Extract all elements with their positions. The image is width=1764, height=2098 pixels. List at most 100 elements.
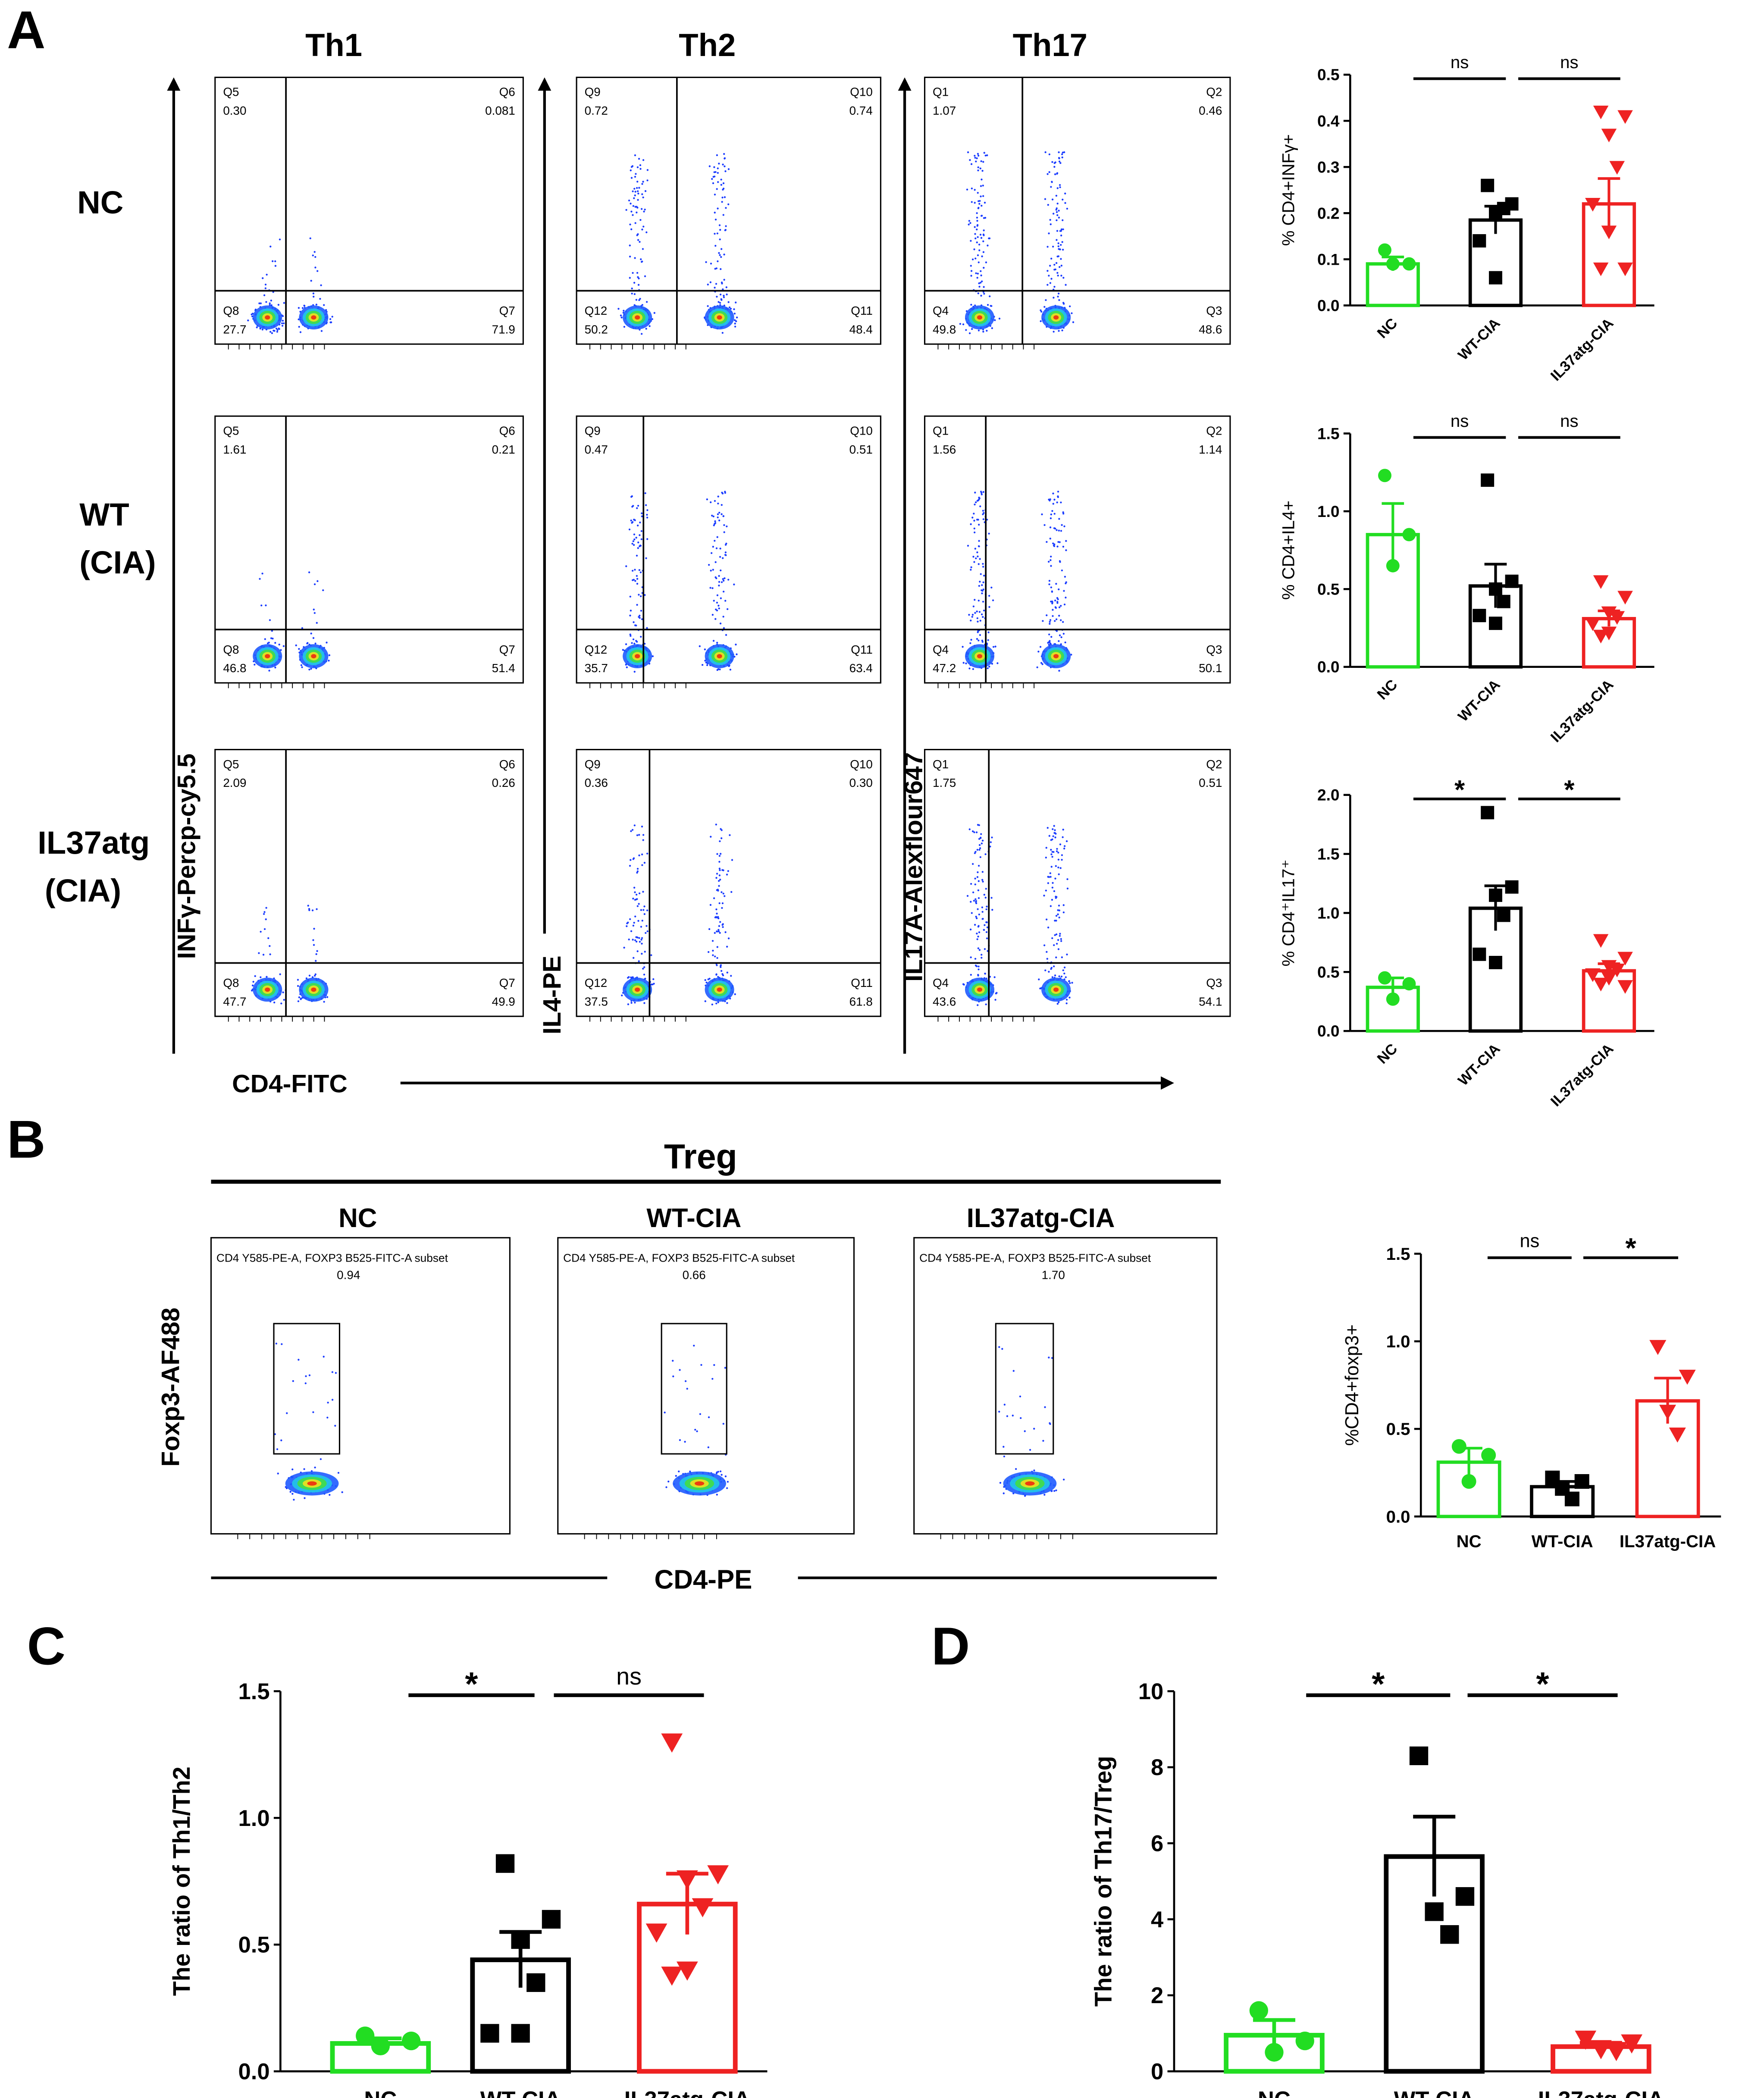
event-dot	[976, 849, 978, 851]
event-dot	[305, 977, 308, 980]
event-dot	[720, 178, 722, 181]
data-point	[1402, 977, 1416, 991]
y-axis-label: Foxp3-AF488	[157, 1308, 185, 1467]
event-dot	[632, 939, 634, 941]
event-dot	[970, 163, 973, 165]
quadrant-name: Q5	[223, 758, 239, 771]
event-dot	[1015, 1468, 1017, 1470]
event-dot	[337, 1472, 340, 1474]
data-point	[1601, 225, 1617, 239]
event-dot	[642, 891, 644, 893]
event-dot	[632, 214, 634, 216]
event-dot	[1062, 911, 1065, 914]
column-title: Th2	[679, 27, 736, 63]
event-dot	[982, 331, 984, 333]
event-dot	[1062, 513, 1065, 515]
event-dot	[969, 928, 972, 930]
event-dot	[1071, 982, 1073, 984]
event-dot	[1055, 194, 1058, 197]
event-dot	[636, 936, 639, 939]
event-dot	[1060, 636, 1062, 639]
density	[265, 315, 270, 320]
event-dot	[722, 616, 724, 618]
y-axis-label: % CD4⁺IL17⁺	[1278, 859, 1298, 966]
event-dot	[634, 206, 636, 208]
event-dot	[1048, 1356, 1050, 1359]
event-dot	[280, 649, 282, 651]
data-point	[1440, 1925, 1459, 1944]
event-dot	[1052, 609, 1054, 611]
event-dot	[313, 974, 316, 977]
event-dot	[1050, 565, 1052, 567]
event-dot	[640, 926, 642, 928]
event-dot	[267, 937, 269, 939]
y-tick-label: 0.0	[1386, 1507, 1410, 1526]
event-dot	[981, 589, 983, 592]
event-dot	[982, 195, 984, 197]
quadrant-name: Q8	[223, 304, 239, 317]
treg-plot: CD4 Y585-PE-A, FOXP3 B525-FITC-A subset0…	[557, 1237, 855, 1539]
event-dot	[718, 925, 721, 927]
event-dot	[1051, 838, 1053, 840]
event-dot	[974, 898, 977, 900]
event-dot	[642, 834, 645, 836]
event-dot	[1056, 601, 1059, 603]
event-dot	[1006, 1415, 1009, 1417]
event-dot	[722, 288, 724, 291]
event-dot	[315, 953, 317, 955]
quadrant-percent: 0.74	[849, 104, 873, 117]
event-dot	[330, 321, 332, 323]
event-dot	[976, 212, 978, 214]
event-dot	[717, 167, 719, 169]
event-dot	[1063, 966, 1066, 969]
data-point	[356, 2026, 375, 2045]
event-dot	[1054, 832, 1056, 834]
event-dot	[712, 545, 714, 548]
event-dot	[710, 501, 712, 504]
event-dot	[708, 1416, 710, 1418]
event-dot	[1059, 933, 1061, 935]
event-dot	[1046, 827, 1049, 829]
event-dot	[1052, 882, 1054, 884]
event-dot	[967, 151, 969, 153]
event-dot	[719, 556, 721, 558]
event-dot	[982, 240, 984, 242]
event-dot	[989, 845, 991, 848]
event-dot	[1044, 969, 1046, 971]
x-tick-label: WT-CIA	[1394, 2087, 1475, 2098]
event-dot	[976, 228, 978, 231]
y-tick-label: 0.5	[1317, 963, 1340, 981]
event-dot	[313, 612, 316, 614]
event-dot	[1056, 850, 1058, 852]
event-dot	[1052, 245, 1054, 248]
event-dot	[983, 929, 985, 931]
event-dot	[718, 607, 720, 610]
density	[977, 315, 983, 320]
event-dot	[977, 630, 979, 633]
event-dot	[308, 668, 310, 671]
event-dot	[1054, 829, 1056, 831]
event-dot	[978, 897, 980, 899]
event-dot	[642, 225, 645, 228]
event-dot	[630, 830, 632, 832]
event-dot	[636, 272, 639, 274]
event-dot	[631, 292, 633, 295]
event-dot	[631, 165, 634, 167]
event-dot	[638, 594, 640, 596]
event-dot	[722, 926, 724, 928]
event-dot	[638, 892, 641, 895]
event-dot	[1003, 1492, 1005, 1494]
event-dot	[260, 930, 262, 933]
event-dot	[631, 287, 633, 290]
event-dot	[974, 202, 976, 204]
event-dot	[970, 569, 972, 571]
event-dot	[633, 538, 636, 541]
event-dot	[974, 924, 976, 926]
quadrant-name: Q11	[851, 304, 873, 317]
event-dot	[637, 920, 639, 922]
event-dot	[1050, 513, 1053, 516]
event-dot	[979, 234, 982, 236]
error-bar	[1382, 502, 1404, 566]
event-dot	[972, 891, 974, 893]
event-dot	[710, 836, 712, 838]
